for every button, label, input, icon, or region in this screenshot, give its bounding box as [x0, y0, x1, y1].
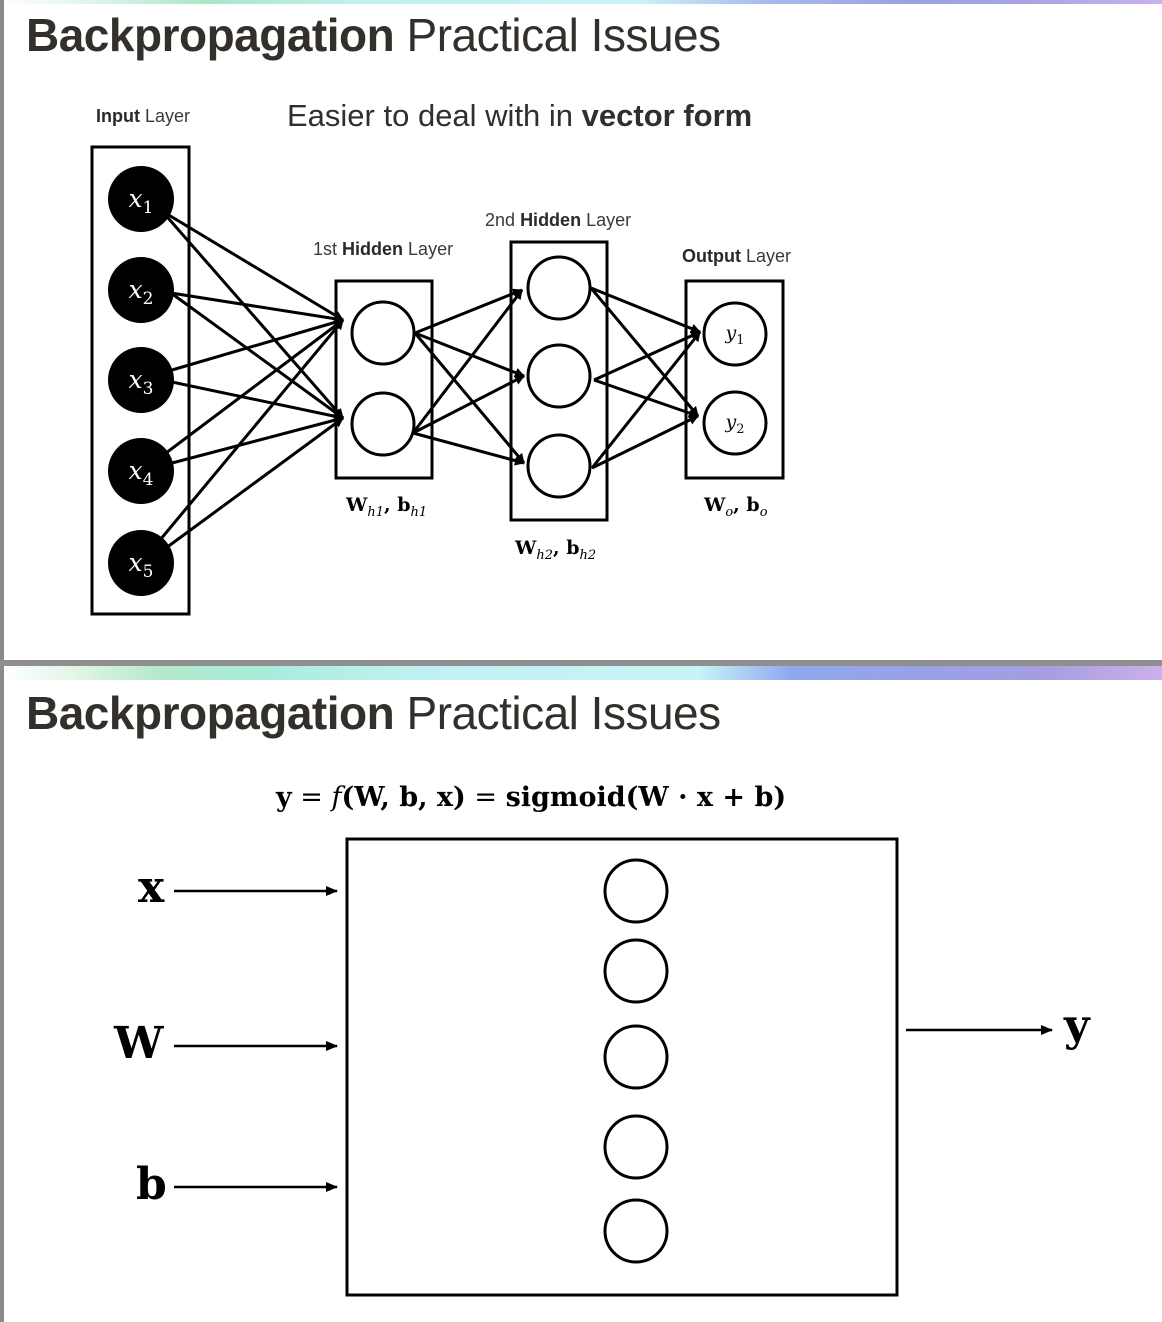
slide-neural-network: Backpropagation Practical Issues Easier …: [0, 0, 1162, 660]
neuron: [603, 858, 669, 924]
title-bold: Backpropagation: [26, 9, 395, 61]
edge: [590, 286, 701, 334]
edge: [165, 318, 344, 455]
input-node-label: x4: [128, 456, 154, 490]
network-diagram: [90, 145, 785, 616]
input-node: [108, 257, 174, 323]
edge: [589, 287, 700, 417]
vector-block-diagram: [174, 837, 1053, 1297]
edge: [161, 209, 344, 322]
edge: [165, 416, 344, 550]
input-layer-label: Input Layer: [96, 106, 191, 126]
neuron: [603, 1198, 669, 1264]
edge: [171, 317, 344, 372]
slide-vector-form: Backpropagation Practical Issues y = f(W…: [0, 666, 1162, 1322]
output-y-label: y: [1064, 1000, 1090, 1051]
input-nodes: [108, 166, 174, 596]
header-color-band: [0, 0, 1162, 4]
note-bold: vector form: [581, 98, 753, 133]
vector-form-note: Easier to deal with in vector form: [287, 98, 752, 134]
title-bold: Backpropagation: [26, 687, 395, 739]
neuron: [603, 1024, 669, 1090]
note-prefix: Easier to deal with in: [287, 98, 574, 133]
header-color-band: [0, 666, 1162, 680]
edge: [591, 414, 699, 470]
edge: [412, 374, 525, 435]
input-node-label: x5: [128, 548, 154, 582]
title-rest: Practical Issues: [406, 9, 722, 61]
neuron: [603, 1114, 669, 1180]
edge: [170, 291, 344, 324]
hidden2-layer-box: [509, 240, 609, 522]
input-w-label: W: [114, 1018, 164, 1069]
edge: [160, 210, 345, 419]
title-rest: Practical Issues: [406, 687, 722, 739]
hidden2-node: [526, 433, 592, 499]
page-title: Backpropagation Practical Issues: [26, 8, 721, 62]
page-title: Backpropagation Practical Issues: [26, 686, 721, 740]
input-node: [108, 347, 174, 413]
layer-boxes: [90, 145, 785, 616]
output-node-label: y2: [725, 411, 745, 437]
hidden-and-output-nodes: [350, 255, 768, 499]
hidden1-layer-box: [334, 279, 434, 480]
left-border: [0, 666, 4, 1322]
output-layer-label: Output Layer: [682, 246, 792, 266]
hidden2-layer-label: 2nd Hidden Layer: [485, 210, 632, 230]
weights-h1-label: Wh1, bh1: [346, 494, 428, 520]
edge: [593, 330, 701, 382]
hidden2-node: [526, 255, 592, 321]
edge: [171, 380, 344, 422]
layer-block: [345, 837, 899, 1297]
neuron: [603, 938, 669, 1004]
input-node: [108, 530, 174, 596]
weights-o-label: Wo, bo: [704, 494, 768, 520]
input-node: [108, 438, 174, 504]
hidden2-node: [526, 343, 592, 409]
connections: [158, 209, 702, 550]
input-layer-box: [90, 145, 191, 616]
left-border: [0, 0, 4, 660]
edge: [170, 291, 344, 420]
input-node-label: x2: [128, 275, 154, 309]
edge: [171, 415, 344, 465]
hidden1-layer-label: 1st Hidden Layer: [313, 239, 454, 259]
output-node: [702, 301, 768, 367]
input-x-label: x: [138, 862, 165, 913]
output-layer-box: [684, 279, 785, 480]
hidden1-node: [350, 391, 416, 457]
hidden1-node: [350, 300, 416, 366]
input-node-label: x3: [128, 365, 154, 399]
output-node-label: y1: [725, 322, 745, 348]
slide-divider: [0, 660, 1162, 666]
weights-h2-label: Wh2, bh2: [515, 537, 597, 563]
edge: [412, 431, 525, 466]
output-node: [702, 390, 768, 456]
input-b-label: b: [136, 1159, 167, 1210]
edge: [590, 331, 702, 469]
input-node: [108, 166, 174, 232]
input-node-label: x1: [128, 184, 154, 218]
sigmoid-equation: y = f(W, b, x) = sigmoid(W · x + b): [276, 782, 787, 813]
